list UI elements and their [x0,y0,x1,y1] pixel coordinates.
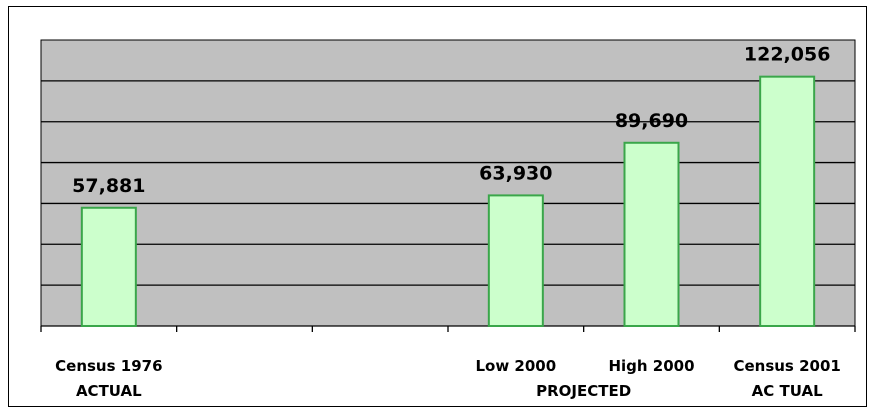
bar [623,141,680,327]
bar-value-label: 89,690 [615,110,688,132]
x-tick-label: Census 2001 [733,357,840,375]
plot-background [40,39,856,327]
x-group-label: AC TUAL [752,382,823,400]
bar [759,75,816,327]
x-group-label: ACTUAL [76,382,142,400]
bar-value-label: 63,930 [479,162,552,184]
bar-value-label: 122,056 [744,44,831,66]
bars [80,75,816,327]
x-tick-label: Census 1976 [55,357,162,375]
x-tick-label: Low 2000 [475,357,556,375]
x-axis [40,325,856,332]
gridlines [41,80,855,286]
labels: 57,881 Census 1976 63,930 Low 2000 89,690 Hig… [55,44,841,400]
x-group-label: PROJECTED [536,382,631,400]
bar [80,206,137,327]
plot-area [40,39,856,327]
bar [487,194,544,327]
bar-value-label: 57,881 [72,175,145,197]
x-tick-label: High 2000 [608,357,694,375]
